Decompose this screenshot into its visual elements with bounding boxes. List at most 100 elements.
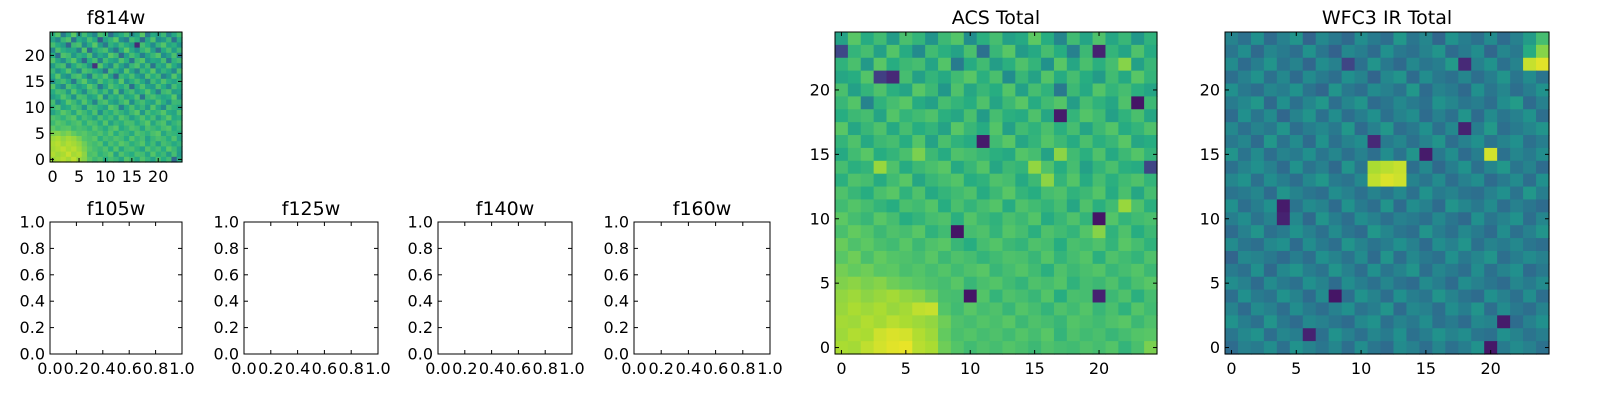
heatmap-cell: [938, 289, 952, 304]
heatmap-cell: [1510, 160, 1524, 175]
heatmap-cell: [950, 341, 965, 355]
heatmap-cell: [150, 151, 157, 158]
heatmap-cell: [155, 78, 162, 85]
heatmap-cell: [847, 70, 862, 85]
heatmap-cell: [1118, 276, 1132, 291]
heatmap-cell: [1144, 135, 1158, 149]
heatmap-cell: [1315, 83, 1330, 97]
heatmap-cell: [1341, 263, 1356, 278]
heatmap-cell: [899, 289, 913, 304]
heatmap-cell: [1432, 341, 1446, 355]
heatmap-cell: [1380, 109, 1395, 123]
heatmap-cell: [166, 94, 173, 101]
heatmap-cell: [1523, 44, 1537, 59]
heatmap-cell: [1419, 96, 1433, 110]
heatmap-cell: [1471, 225, 1485, 239]
heatmap-cell: [166, 32, 173, 38]
heatmap-cell: [1250, 173, 1265, 188]
heatmap-cell: [1445, 289, 1459, 304]
heatmap-cell: [155, 130, 162, 137]
heatmap-cell: [950, 289, 965, 304]
heatmap-cell: [1237, 135, 1252, 149]
heatmap-cell: [81, 94, 88, 101]
heatmap-cell: [86, 94, 93, 101]
heatmap-cell: [1302, 341, 1317, 355]
heatmap-cell: [1302, 225, 1317, 239]
heatmap-cell: [925, 302, 939, 316]
heatmap-cell: [1393, 70, 1408, 85]
heatmap-cell: [1523, 212, 1537, 226]
heatmap-cell: [1237, 70, 1252, 85]
x-tick-label: 0.0: [425, 359, 450, 378]
heatmap-cell: [76, 58, 83, 64]
heatmap-cell: [1432, 315, 1446, 329]
heatmap-cell: [1105, 302, 1119, 316]
heatmap-cell: [171, 151, 178, 158]
heatmap-cell: [1028, 32, 1042, 46]
heatmap-cell: [171, 120, 178, 127]
heatmap-cell: [81, 156, 88, 163]
heatmap-cell: [113, 84, 120, 90]
heatmap-cell: [1250, 302, 1265, 316]
heatmap-cell: [860, 186, 875, 201]
heatmap-cell: [1328, 83, 1343, 97]
heatmap-cell: [55, 104, 62, 111]
x-tick-label: 5: [1291, 359, 1301, 378]
heatmap-cell: [1328, 238, 1343, 252]
heatmap-cell: [176, 120, 183, 127]
heatmap-cell: [1131, 122, 1145, 136]
heatmap-cell: [860, 302, 875, 316]
heatmap-cell: [925, 32, 939, 46]
heatmap-cell: [71, 52, 77, 59]
heatmap-cell: [1066, 263, 1081, 278]
heatmap-cell: [1497, 160, 1511, 175]
heatmap-cell: [938, 44, 952, 59]
heatmap-cell: [976, 212, 991, 226]
heatmap-cell: [1302, 109, 1317, 123]
heatmap-cell: [113, 99, 120, 106]
heatmap-cell: [950, 276, 965, 291]
heatmap-cell: [847, 160, 862, 175]
heatmap-cell: [1225, 160, 1239, 175]
axes-frame: [243, 221, 379, 355]
heatmap-cell: [950, 70, 965, 85]
heatmap-cell: [113, 42, 120, 49]
heatmap-cell: [171, 73, 178, 80]
heatmap-cell: [166, 37, 173, 43]
heatmap-cell: [1237, 109, 1252, 123]
heatmap-cell: [160, 146, 167, 153]
heatmap-cell: [1354, 225, 1369, 239]
heatmap-cell: [145, 73, 151, 80]
heatmap-cell: [1289, 315, 1304, 329]
heatmap-cell: [76, 94, 83, 101]
heatmap-cell: [950, 44, 965, 59]
heatmap-cell: [963, 44, 978, 59]
heatmap-cell: [1079, 32, 1094, 46]
heatmap-cell: [1263, 250, 1278, 265]
heatmap-cell: [1367, 238, 1382, 252]
heatmap-cell: [873, 276, 888, 291]
heatmap-cell: [1315, 276, 1330, 291]
heatmap-cell: [176, 89, 183, 95]
heatmap-cell: [1328, 160, 1343, 175]
heatmap-cell: [1471, 276, 1485, 291]
heatmap-cell: [171, 94, 178, 101]
heatmap-cell: [1432, 135, 1446, 149]
heatmap-cell: [899, 328, 913, 342]
heatmap-cell: [108, 37, 114, 43]
heatmap-cell: [1289, 199, 1304, 213]
heatmap-cell: [1276, 147, 1291, 162]
heatmap-cell: [166, 84, 173, 90]
heatmap-cell: [118, 84, 125, 90]
heatmap-cell: [108, 99, 114, 106]
heatmap-cell: [81, 32, 88, 38]
heatmap-cell: [938, 186, 952, 201]
heatmap-cell: [1105, 212, 1119, 226]
heatmap-cell: [1432, 238, 1446, 252]
y-tick-label: 0.0: [408, 345, 433, 364]
heatmap-cell: [1380, 57, 1395, 72]
y-tick-label: 0.2: [408, 318, 433, 337]
heatmap-cell: [1523, 173, 1537, 188]
heatmap-cell: [76, 104, 83, 111]
heatmap-cell: [1015, 44, 1029, 59]
